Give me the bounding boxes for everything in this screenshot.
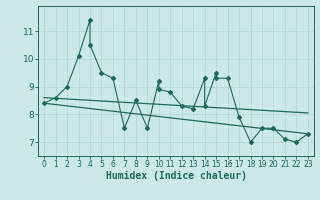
X-axis label: Humidex (Indice chaleur): Humidex (Indice chaleur) — [106, 171, 246, 181]
